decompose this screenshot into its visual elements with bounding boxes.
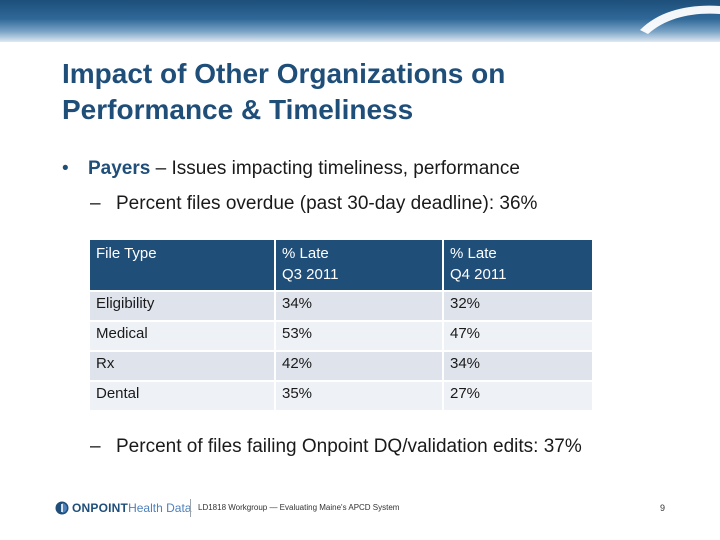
footer-divider [190,499,191,517]
cell-file-type: Rx [90,351,276,382]
cell-file-type: Eligibility [90,291,276,322]
header-late-q4: % Late Q4 2011 [443,240,594,292]
header-band [0,0,720,42]
page-number: 9 [660,503,666,513]
sub-bullet-validation: – Percent of files failing Onpoint DQ/val… [90,436,582,458]
sub-bullet-dash: – [90,193,101,214]
header-text: % Late [450,245,497,262]
table-row: Dental 35% 27% [90,381,594,412]
table-row: Medical 53% 47% [90,321,594,352]
title-line-2: Performance & Timeliness [62,94,414,125]
header-subtext: Q3 2011 [282,266,339,283]
cell-q4: 32% [443,291,594,322]
header-text: File Type [96,245,157,262]
cell-q4: 34% [443,351,594,382]
cell-file-type: Dental [90,381,276,412]
header-subtext: Q4 2011 [450,266,507,283]
bullet-text: – Issues impacting timeliness, performan… [150,158,520,179]
header-late-q3: % Late Q3 2011 [275,240,444,292]
table-row: Rx 42% 34% [90,351,594,382]
bullet-bold-term: Payers [88,158,151,179]
table-row: Eligibility 34% 32% [90,291,594,322]
cell-q3: 53% [275,321,444,352]
sub-bullet-text: Percent files overdue (past 30-day deadl… [116,193,538,214]
table-header-row: File Type % Late Q3 2011 % Late Q4 2011 [90,240,594,292]
bullet-marker: • [62,158,69,179]
slide-title: Impact of Other Organizations on Perform… [62,56,682,128]
swoosh-graphic [640,5,720,34]
logo-mark-icon [55,501,69,515]
late-files-table: File Type % Late Q3 2011 % Late Q4 2011 … [90,240,594,412]
sub-bullet-overdue: – Percent files overdue (past 30-day dead… [90,193,537,215]
footer-caption: LD1818 Workgroup — Evaluating Maine's AP… [198,503,400,512]
logo-text-primary: ONPOINT [72,501,129,515]
title-line-1: Impact of Other Organizations on [62,58,506,89]
logo-text-secondary: Health Data [128,501,192,515]
cell-q4: 27% [443,381,594,412]
sub-bullet-dash: – [90,436,101,457]
cell-q3: 34% [275,291,444,322]
cell-q3: 35% [275,381,444,412]
header-text: % Late [282,245,329,262]
header-file-type: File Type [90,240,276,292]
cell-q4: 47% [443,321,594,352]
cell-file-type: Medical [90,321,276,352]
sub-bullet-text: Percent of files failing Onpoint DQ/vali… [116,436,582,457]
cell-q3: 42% [275,351,444,382]
onpoint-logo: ONPOINT Health Data [55,499,191,517]
main-bullet: • Payers – Issues impacting timeliness, p… [62,158,520,180]
